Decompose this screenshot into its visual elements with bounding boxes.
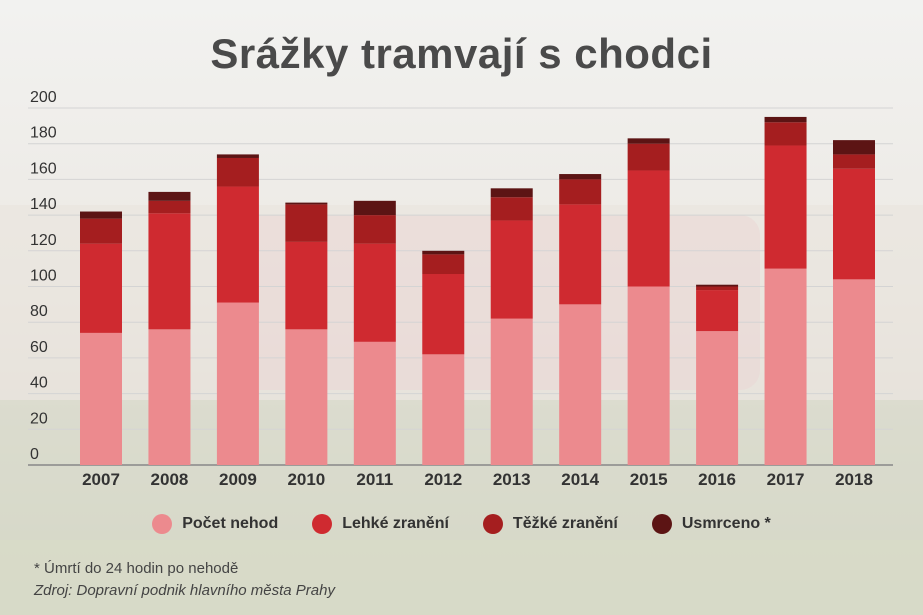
- bar-segment-pocet-nehod-2012: [422, 354, 465, 465]
- bar-segment-lehke-2016: [696, 290, 739, 332]
- bar-segment-tezke-2016: [696, 286, 739, 291]
- y-tick-label: 0: [30, 446, 39, 463]
- legend-swatch: [152, 514, 173, 534]
- x-tick-label: 2007: [82, 470, 120, 489]
- y-tick-label: 120: [30, 232, 57, 249]
- bar-segment-lehke-2015: [627, 170, 670, 287]
- legend-item-usmrceno: Usmrceno *: [651, 514, 771, 534]
- bar-segment-usmrceno-2013: [490, 188, 533, 198]
- bar-segment-lehke-2014: [559, 204, 602, 305]
- y-tick-label: 100: [30, 268, 57, 285]
- y-tick-label: 20: [30, 410, 48, 427]
- bar-segment-lehke-2010: [285, 241, 328, 330]
- bar-segment-lehke-2009: [216, 186, 259, 303]
- source-note: Zdroj: Dopravní podnik hlavního města Pr…: [34, 582, 335, 599]
- bar-segment-lehke-2017: [764, 145, 807, 269]
- bar-segment-usmrceno-2015: [627, 138, 670, 144]
- bar-segment-usmrceno-2014: [559, 174, 602, 180]
- bar-segment-lehke-2007: [80, 243, 122, 333]
- x-tick-label: 2013: [493, 470, 531, 489]
- x-tick-label: 2012: [424, 470, 462, 489]
- bar-segment-pocet-nehod-2017: [764, 268, 807, 465]
- x-tick-label: 2009: [219, 470, 257, 489]
- legend-label: Usmrceno *: [681, 515, 771, 532]
- x-tick-label: 2010: [287, 470, 325, 489]
- bar-segment-pocet-nehod-2015: [627, 286, 670, 465]
- bar-segment-usmrceno-2016: [696, 284, 739, 287]
- bar-segment-pocet-nehod-2007: [80, 332, 122, 465]
- x-tick-label: 2011: [356, 470, 393, 489]
- bar-segment-tezke-2013: [490, 197, 533, 221]
- bar-segment-pocet-nehod-2018: [833, 279, 875, 465]
- bar-segment-usmrceno-2011: [353, 200, 396, 216]
- bar-segment-tezke-2014: [559, 179, 602, 205]
- x-tick-label: 2016: [698, 470, 736, 489]
- bar-segment-pocet-nehod-2008: [148, 329, 191, 465]
- bar-segment-tezke-2009: [216, 157, 259, 187]
- bar-segment-usmrceno-2007: [80, 211, 122, 219]
- bar-segment-lehke-2013: [490, 220, 533, 319]
- x-tick-label: 2008: [151, 470, 189, 489]
- bar-segment-tezke-2017: [764, 122, 807, 146]
- y-tick-label: 180: [30, 125, 57, 142]
- bar-segment-tezke-2008: [148, 200, 191, 214]
- legend-item-pocet-nehod: Počet nehod: [152, 514, 278, 534]
- legend-label: Počet nehod: [182, 515, 279, 532]
- y-tick-label: 60: [30, 339, 48, 356]
- legend-swatch: [312, 514, 333, 534]
- bar-segment-tezke-2010: [285, 204, 328, 242]
- bar-segment-tezke-2012: [422, 254, 465, 275]
- bar-segment-pocet-nehod-2009: [216, 302, 259, 465]
- bar-segment-usmrceno-2018: [833, 140, 875, 155]
- bar-segment-pocet-nehod-2013: [490, 318, 533, 465]
- bar-segment-pocet-nehod-2014: [559, 304, 602, 465]
- x-axis: 2007 2008 2009 2010 2011 2012 2013 2014 2015 2016…: [82, 470, 873, 489]
- x-tick-label: 2014: [561, 470, 599, 489]
- bar-segment-pocet-nehod-2016: [696, 331, 739, 465]
- chart-title: Srážky tramvají s chodci: [210, 30, 713, 77]
- bar-segment-lehke-2012: [422, 274, 465, 355]
- bar-segment-lehke-2018: [833, 168, 875, 280]
- x-tick-label: 2017: [767, 470, 805, 489]
- bar-segment-tezke-2011: [353, 215, 396, 244]
- legend-item-tezke-zraneni: Těžké zranění: [482, 514, 618, 534]
- bar-segment-usmrceno-2012: [422, 250, 465, 255]
- legend-item-lehke-zraneni: Lehké zranění: [312, 514, 449, 534]
- footnote: * Úmrtí do 24 hodin po nehodě: [34, 560, 239, 577]
- x-tick-label: 2018: [835, 470, 873, 489]
- bar-segment-tezke-2015: [627, 143, 670, 171]
- stacked-bar-chart: 0 20 40 60 80 100 120 140 160 180 200 2007 2008 2009…: [28, 89, 893, 489]
- y-tick-label: 160: [30, 160, 57, 177]
- bar-segment-tezke-2018: [833, 154, 875, 169]
- bar-segment-tezke-2007: [80, 218, 122, 244]
- bar-segment-usmrceno-2008: [148, 191, 191, 201]
- legend: Počet nehod Lehké zranění Těžké zranění …: [0, 514, 923, 534]
- bars: [80, 116, 875, 465]
- bar-segment-usmrceno-2017: [764, 116, 807, 123]
- legend-swatch: [482, 514, 503, 534]
- y-tick-label: 40: [30, 375, 48, 392]
- bar-segment-usmrceno-2010: [285, 202, 328, 205]
- legend-label: Lehké zranění: [342, 515, 449, 532]
- y-axis: 0 20 40 60 80 100 120 140 160 180 200: [30, 89, 57, 463]
- bar-segment-usmrceno-2009: [216, 154, 259, 158]
- y-tick-label: 140: [30, 196, 57, 213]
- x-tick-label: 2015: [630, 470, 668, 489]
- y-tick-label: 200: [30, 89, 57, 106]
- legend-swatch: [651, 514, 672, 534]
- bar-segment-pocet-nehod-2010: [285, 329, 328, 465]
- y-tick-label: 80: [30, 303, 48, 320]
- bar-segment-lehke-2008: [148, 213, 191, 330]
- bar-segment-lehke-2011: [353, 243, 396, 342]
- bar-segment-pocet-nehod-2011: [353, 341, 396, 465]
- legend-label: Těžké zranění: [512, 515, 618, 532]
